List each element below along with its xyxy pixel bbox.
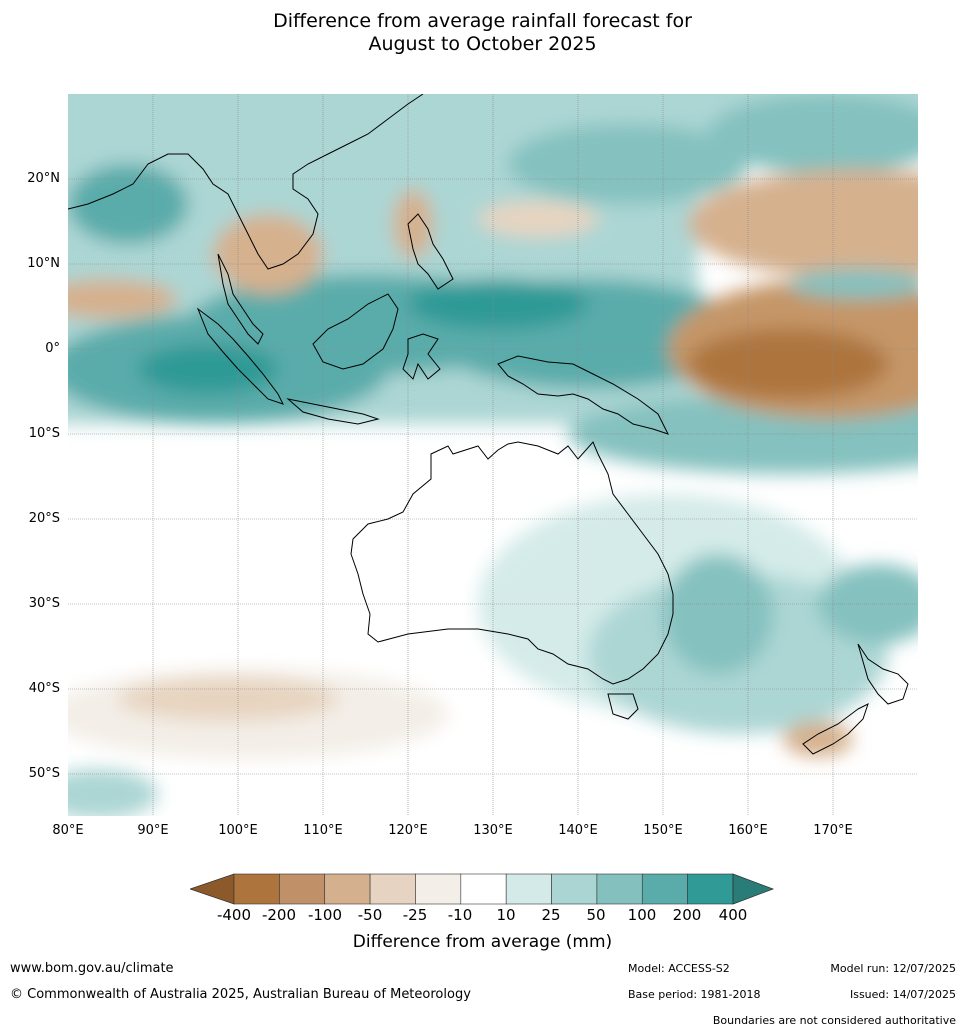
colorbar-tick: -50 — [357, 906, 383, 924]
wet-southwest — [68, 769, 158, 816]
wet-east-coast — [663, 554, 773, 674]
footer-copyright: © Commonwealth of Australia 2025, Austra… — [10, 987, 471, 1002]
lon-label-120e: 120°E — [388, 823, 428, 838]
footer-base-period: Base period: 1981-2018 — [628, 988, 761, 1001]
colorbar-cell — [233, 873, 280, 905]
footer-model: Model: ACCESS-S2 — [628, 962, 730, 975]
colorbar-cell — [687, 873, 734, 905]
colorbar-label: Difference from average (mm) — [352, 932, 613, 952]
asia-mainland-coast — [68, 94, 424, 270]
sulawesi-coast — [402, 333, 441, 380]
title-line-2: August to October 2025 — [368, 33, 597, 55]
colorbar-under-arrow — [190, 873, 235, 905]
lat-label-20n: 20°N — [27, 171, 60, 186]
map-title: Difference from average rainfall forecas… — [0, 10, 965, 56]
lon-label-90e: 90°E — [137, 823, 169, 838]
dry-pacific-tongue — [688, 169, 918, 279]
dry-indochina — [213, 214, 323, 294]
colorbar-tick: 10 — [496, 906, 516, 924]
colorbar-tick: -25 — [402, 906, 428, 924]
dry-philippines — [393, 189, 433, 259]
lon-label-110e: 110°E — [303, 823, 343, 838]
malay-peninsula-coast — [217, 253, 264, 345]
colorbar-over-arrow — [732, 873, 775, 905]
footer-disclaimer: Boundaries are not considered authoritat… — [712, 1014, 956, 1027]
lat-label-20s: 20°S — [28, 511, 60, 526]
title-line-1: Difference from average rainfall forecas… — [273, 10, 692, 32]
footer-url: www.bom.gov.au/climate — [10, 961, 174, 976]
colorbar-tick: 25 — [541, 906, 561, 924]
colorbar-cell — [369, 873, 416, 905]
colorbar-cell — [596, 873, 643, 905]
sumatra-coast — [196, 307, 284, 405]
colorbar-cell — [551, 873, 598, 905]
colorbar-cell — [505, 873, 552, 905]
colorbar-cell — [415, 873, 462, 905]
colorbar-tick: -200 — [261, 906, 297, 924]
lon-label-80e: 80°E — [52, 823, 84, 838]
lon-label-160e: 160°E — [728, 823, 768, 838]
lon-label-130e: 130°E — [473, 823, 513, 838]
colorbar-tick: 50 — [586, 906, 606, 924]
colorbar-tick: -10 — [447, 906, 473, 924]
dry-southern-core — [118, 677, 338, 721]
dry-new-zealand — [783, 721, 853, 757]
lat-label-30s: 30°S — [28, 596, 60, 611]
new-guinea-coast — [497, 355, 669, 435]
colorbar-cell — [324, 873, 371, 905]
coastlines — [68, 94, 909, 755]
lon-label-170e: 170°E — [813, 823, 853, 838]
new-zealand-south-coast — [802, 703, 869, 755]
java-coast — [286, 398, 380, 425]
footer-model-run: Model run: 12/07/2025 — [830, 962, 956, 975]
colorbar-tick: -100 — [307, 906, 343, 924]
colorbar-cells — [233, 873, 734, 905]
wet-philippine-sea — [508, 124, 748, 204]
lon-label-140e: 140°E — [558, 823, 598, 838]
wet-core-nw — [68, 164, 188, 244]
colorbar-tick: 100 — [627, 906, 657, 924]
colorbar-tick: 200 — [672, 906, 702, 924]
wet-peak-indian-ocean — [138, 344, 278, 394]
colorbar — [190, 873, 775, 905]
lon-label-100e: 100°E — [218, 823, 258, 838]
wet-north-pacific — [708, 94, 918, 174]
lat-label-10n: 10°N — [27, 256, 60, 271]
colorbar-cell — [279, 873, 326, 905]
colorbar-tick: 400 — [718, 906, 748, 924]
lat-label-50s: 50°S — [28, 766, 60, 781]
anomaly-fields — [68, 94, 918, 816]
new-zealand-north-coast — [857, 643, 909, 705]
lat-label-10s: 10°S — [28, 426, 60, 441]
dry-pacific-core — [688, 329, 888, 399]
lon-label-150e: 150°E — [643, 823, 683, 838]
rainfall-anomaly-map — [68, 94, 918, 816]
dry-bay-of-bengal — [68, 279, 178, 319]
tasmania-coast — [607, 693, 639, 720]
philippines-coast — [407, 213, 454, 290]
colorbar-cell — [641, 873, 688, 905]
wet-pacific-strip — [788, 269, 918, 299]
colorbar-tick: -400 — [216, 906, 252, 924]
footer-issued: Issued: 14/07/2025 — [849, 988, 956, 1001]
australia-coast — [350, 441, 674, 685]
borneo-coast — [312, 293, 399, 370]
lat-label-0: 0° — [45, 341, 60, 356]
wet-peak-celebes — [408, 279, 588, 329]
colorbar-cell — [460, 873, 507, 905]
lat-label-40s: 40°S — [28, 681, 60, 696]
dry-south-china-sea — [478, 201, 598, 237]
